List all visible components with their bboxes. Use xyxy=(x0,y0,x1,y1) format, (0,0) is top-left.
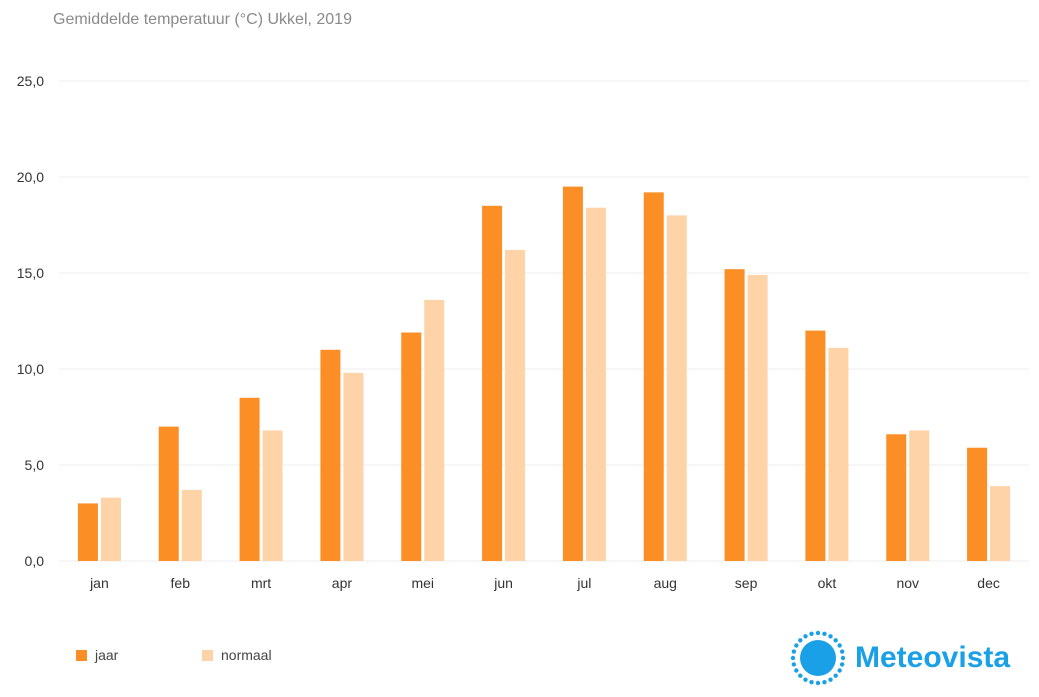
brand-logo: Meteovista xyxy=(787,627,1010,689)
legend-item-normaal[interactable]: normaal xyxy=(202,647,272,663)
sun-ray xyxy=(837,643,842,648)
sun-icon xyxy=(790,630,846,686)
y-tick-label: 15,0 xyxy=(17,265,44,281)
bar-jaar-okt[interactable] xyxy=(805,330,826,561)
x-tick-label: sep xyxy=(735,575,758,591)
legend-swatch-normaal xyxy=(202,649,213,661)
sun-ray xyxy=(790,655,796,661)
x-tick-label: feb xyxy=(171,575,191,591)
bar-jaar-apr[interactable] xyxy=(320,349,341,561)
bar-normaal-dec[interactable] xyxy=(990,486,1011,561)
sun-ray xyxy=(798,673,803,678)
legend-label-normaal: normaal xyxy=(221,647,272,663)
bar-jaar-aug[interactable] xyxy=(643,192,664,562)
bar-normaal-feb[interactable] xyxy=(181,489,202,561)
y-tick-label: 25,0 xyxy=(17,73,44,89)
bars xyxy=(77,186,1011,562)
y-tick-label: 0,0 xyxy=(25,553,45,569)
sun-ray xyxy=(809,679,814,685)
bar-normaal-aug[interactable] xyxy=(666,215,687,561)
bar-normaal-jan[interactable] xyxy=(100,497,121,561)
bar-jaar-mei[interactable] xyxy=(401,332,422,561)
x-tick-label: dec xyxy=(977,575,1000,591)
x-tick-label: mei xyxy=(411,575,434,591)
sun-ray xyxy=(791,649,797,654)
sun-ray xyxy=(839,662,845,667)
x-tick-label: mrt xyxy=(251,575,271,591)
x-tick-label: okt xyxy=(818,575,837,591)
x-tick-label: apr xyxy=(332,575,353,591)
sun-ray xyxy=(839,649,845,654)
bar-normaal-mrt[interactable] xyxy=(262,430,283,561)
bar-normaal-jul[interactable] xyxy=(585,207,606,561)
sun-ray xyxy=(837,668,842,673)
sun-ray xyxy=(803,677,808,682)
chart-title: Gemiddelde temperatuur (°C) Ukkel, 2019 xyxy=(53,11,352,28)
bar-jaar-feb[interactable] xyxy=(158,426,179,561)
bar-normaal-okt[interactable] xyxy=(828,347,849,561)
sun-ray xyxy=(809,631,814,637)
grid-lines xyxy=(59,80,1029,562)
x-tick-label: aug xyxy=(654,575,677,591)
sun-ray xyxy=(828,634,833,639)
y-tick-label: 20,0 xyxy=(17,169,44,185)
legend-swatch-jaar xyxy=(76,649,87,661)
brand-name: Meteovista xyxy=(855,641,1011,674)
sun-ray xyxy=(833,638,838,643)
sun-ray xyxy=(798,638,803,643)
sun-ray xyxy=(791,662,797,667)
bar-normaal-sep[interactable] xyxy=(747,274,768,561)
bar-jaar-mrt[interactable] xyxy=(239,397,260,561)
sun-ray xyxy=(822,679,827,685)
sun-ray xyxy=(803,634,808,639)
bar-normaal-nov[interactable] xyxy=(909,430,930,561)
sun-ray xyxy=(828,677,833,682)
sun-ray xyxy=(840,655,846,661)
x-tick-label: jan xyxy=(89,575,109,591)
sun-ray xyxy=(815,680,821,686)
bar-normaal-jun[interactable] xyxy=(505,249,526,561)
bar-jaar-jun[interactable] xyxy=(482,205,503,562)
bar-jaar-nov[interactable] xyxy=(886,434,907,561)
legend-label-jaar: jaar xyxy=(95,647,119,663)
bar-jaar-sep[interactable] xyxy=(724,269,745,561)
x-axis-ticks: jan feb mrt apr mei jun jul aug sep okt nov dec xyxy=(89,575,1000,591)
bar-normaal-apr[interactable] xyxy=(343,372,364,561)
bar-jaar-jul[interactable] xyxy=(562,186,583,561)
bar-chart: 0,0 5,0 10,0 15,0 20,0 25,0 jan feb mrt apr mei ju… xyxy=(17,73,1029,591)
y-tick-label: 5,0 xyxy=(25,457,45,473)
sun-ray xyxy=(794,643,799,648)
bar-normaal-mei[interactable] xyxy=(424,299,445,561)
x-tick-label: jul xyxy=(576,575,591,591)
sun-ray xyxy=(822,631,827,637)
sun-ray xyxy=(815,630,821,636)
y-axis-ticks: 0,0 5,0 10,0 15,0 20,0 25,0 xyxy=(17,73,44,569)
x-tick-label: jun xyxy=(493,575,513,591)
sun-ray xyxy=(833,673,838,678)
sun-ray xyxy=(794,668,799,673)
x-tick-label: nov xyxy=(896,575,919,591)
bar-jaar-dec[interactable] xyxy=(967,447,988,561)
legend-item-jaar[interactable]: jaar xyxy=(76,647,118,663)
bar-jaar-jan[interactable] xyxy=(77,503,98,561)
y-tick-label: 10,0 xyxy=(17,361,44,377)
